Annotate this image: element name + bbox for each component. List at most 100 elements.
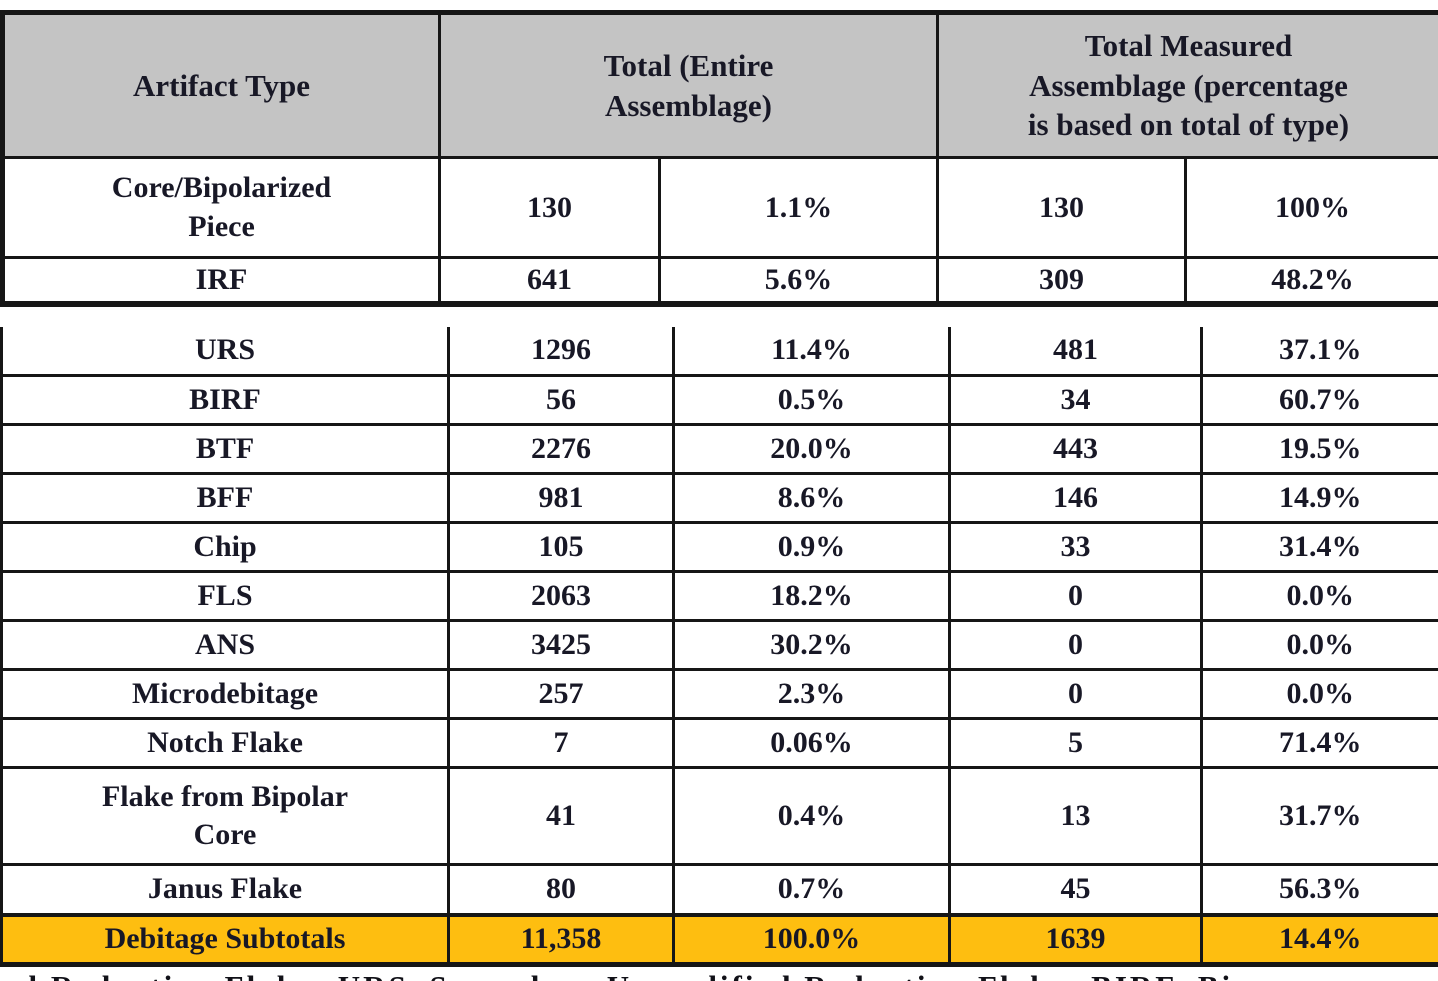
total-pct-cell: 0.7%: [674, 865, 950, 915]
total-pct-cell: 20.0%: [674, 425, 950, 474]
artifact-type-cell: IRF: [3, 258, 440, 304]
artifact-type-cell: Janus Flake: [2, 865, 449, 915]
header-line: Total Measured: [939, 26, 1438, 66]
table-row: FLS 2063 18.2% 0 0.0%: [2, 572, 1438, 621]
total-pct-cell: 5.6%: [660, 258, 938, 304]
total-count-cell: 641: [440, 258, 660, 304]
caption-text: al Reduction Flake; URS=Secondary Unmodi…: [0, 968, 1438, 981]
total-count-cell: 105: [449, 523, 674, 572]
caption-fragment: al Reduction Flake; URS=Secondary Unmodi…: [0, 968, 1438, 981]
measured-count-cell: 0: [950, 621, 1202, 670]
artifact-type-cell: Notch Flake: [2, 719, 449, 768]
measured-pct-cell: 71.4%: [1202, 719, 1438, 768]
total-pct-cell: 100.0%: [674, 915, 950, 965]
assemblage-table-lower: URS 1296 11.4% 481 37.1% BIRF 56 0.5% 34…: [0, 327, 1438, 968]
total-pct-cell: 2.3%: [674, 670, 950, 719]
artifact-type-line: Piece: [5, 208, 438, 246]
measured-count-cell: 33: [950, 523, 1202, 572]
table-row: BTF 2276 20.0% 443 19.5%: [2, 425, 1438, 474]
total-count-cell: 257: [449, 670, 674, 719]
total-count-cell: 80: [449, 865, 674, 915]
measured-pct-cell: 31.7%: [1202, 768, 1438, 865]
measured-count-cell: 1639: [950, 915, 1202, 965]
total-count-cell: 56: [449, 376, 674, 425]
table-row: BIRF 56 0.5% 34 60.7%: [2, 376, 1438, 425]
measured-pct-cell: 19.5%: [1202, 425, 1438, 474]
total-pct-cell: 0.9%: [674, 523, 950, 572]
artifact-type-cell: Flake from Bipolar Core: [2, 768, 449, 865]
artifact-type-cell: BTF: [2, 425, 449, 474]
table-row: Janus Flake 80 0.7% 45 56.3%: [2, 865, 1438, 915]
table-row: Chip 105 0.9% 33 31.4%: [2, 523, 1438, 572]
table-row: Notch Flake 7 0.06% 5 71.4%: [2, 719, 1438, 768]
total-count-cell: 981: [449, 474, 674, 523]
header-total-measured: Total Measured Assemblage (percentage is…: [938, 13, 1438, 158]
total-count-cell: 1296: [449, 327, 674, 376]
total-pct-cell: 18.2%: [674, 572, 950, 621]
measured-pct-cell: 100%: [1186, 158, 1438, 258]
artifact-type-cell: ANS: [2, 621, 449, 670]
measured-count-cell: 146: [950, 474, 1202, 523]
total-pct-cell: 0.4%: [674, 768, 950, 865]
measured-pct-cell: 48.2%: [1186, 258, 1438, 304]
artifact-type-cell: BFF: [2, 474, 449, 523]
table-row: Flake from Bipolar Core 41 0.4% 13 31.7%: [2, 768, 1438, 865]
artifact-type-cell: Debitage Subtotals: [2, 915, 449, 965]
measured-count-cell: 13: [950, 768, 1202, 865]
header-line: Assemblage): [441, 86, 936, 126]
measured-pct-cell: 0.0%: [1202, 621, 1438, 670]
measured-pct-cell: 14.9%: [1202, 474, 1438, 523]
measured-count-cell: 481: [950, 327, 1202, 376]
table-row: Microdebitage 257 2.3% 0 0.0%: [2, 670, 1438, 719]
measured-count-cell: 309: [938, 258, 1186, 304]
artifact-type-cell: Core/Bipolarized Piece: [3, 158, 440, 258]
table-row: Core/Bipolarized Piece 130 1.1% 130 100%: [3, 158, 1438, 258]
header-artifact-type: Artifact Type: [3, 13, 440, 158]
total-pct-cell: 8.6%: [674, 474, 950, 523]
measured-count-cell: 130: [938, 158, 1186, 258]
measured-pct-cell: 0.0%: [1202, 572, 1438, 621]
table-row: URS 1296 11.4% 481 37.1%: [2, 327, 1438, 376]
measured-count-cell: 0: [950, 670, 1202, 719]
measured-count-cell: 443: [950, 425, 1202, 474]
measured-pct-cell: 60.7%: [1202, 376, 1438, 425]
measured-count-cell: 5: [950, 719, 1202, 768]
header-line: Total (Entire: [441, 46, 936, 86]
total-count-cell: 2063: [449, 572, 674, 621]
total-pct-cell: 0.5%: [674, 376, 950, 425]
total-count-cell: 130: [440, 158, 660, 258]
artifact-type-cell: Chip: [2, 523, 449, 572]
measured-pct-cell: 0.0%: [1202, 670, 1438, 719]
total-count-cell: 7: [449, 719, 674, 768]
total-pct-cell: 0.06%: [674, 719, 950, 768]
header-line: Assemblage (percentage: [939, 66, 1438, 106]
table-row: IRF 641 5.6% 309 48.2%: [3, 258, 1438, 304]
measured-count-cell: 34: [950, 376, 1202, 425]
measured-count-cell: 45: [950, 865, 1202, 915]
artifact-type-line: Flake from Bipolar: [3, 778, 447, 816]
measured-pct-cell: 14.4%: [1202, 915, 1438, 965]
header-total-entire: Total (Entire Assemblage): [440, 13, 938, 158]
artifact-type-line: Core: [3, 816, 447, 854]
measured-pct-cell: 31.4%: [1202, 523, 1438, 572]
total-count-cell: 11,358: [449, 915, 674, 965]
artifact-type-cell: FLS: [2, 572, 449, 621]
total-count-cell: 3425: [449, 621, 674, 670]
table-row: BFF 981 8.6% 146 14.9%: [2, 474, 1438, 523]
measured-pct-cell: 37.1%: [1202, 327, 1438, 376]
page-break-gap: [0, 307, 1438, 327]
total-count-cell: 2276: [449, 425, 674, 474]
measured-pct-cell: 56.3%: [1202, 865, 1438, 915]
table-header-row: Artifact Type Total (Entire Assemblage) …: [3, 13, 1438, 158]
subtotal-row: Debitage Subtotals 11,358 100.0% 1639 14…: [2, 915, 1438, 965]
total-pct-cell: 1.1%: [660, 158, 938, 258]
total-pct-cell: 30.2%: [674, 621, 950, 670]
table-row: ANS 3425 30.2% 0 0.0%: [2, 621, 1438, 670]
assemblage-table-upper: Artifact Type Total (Entire Assemblage) …: [0, 10, 1438, 307]
artifact-type-cell: Microdebitage: [2, 670, 449, 719]
header-line: is based on total of type): [939, 105, 1438, 145]
total-count-cell: 41: [449, 768, 674, 865]
artifact-type-line: Core/Bipolarized: [5, 169, 438, 207]
measured-count-cell: 0: [950, 572, 1202, 621]
